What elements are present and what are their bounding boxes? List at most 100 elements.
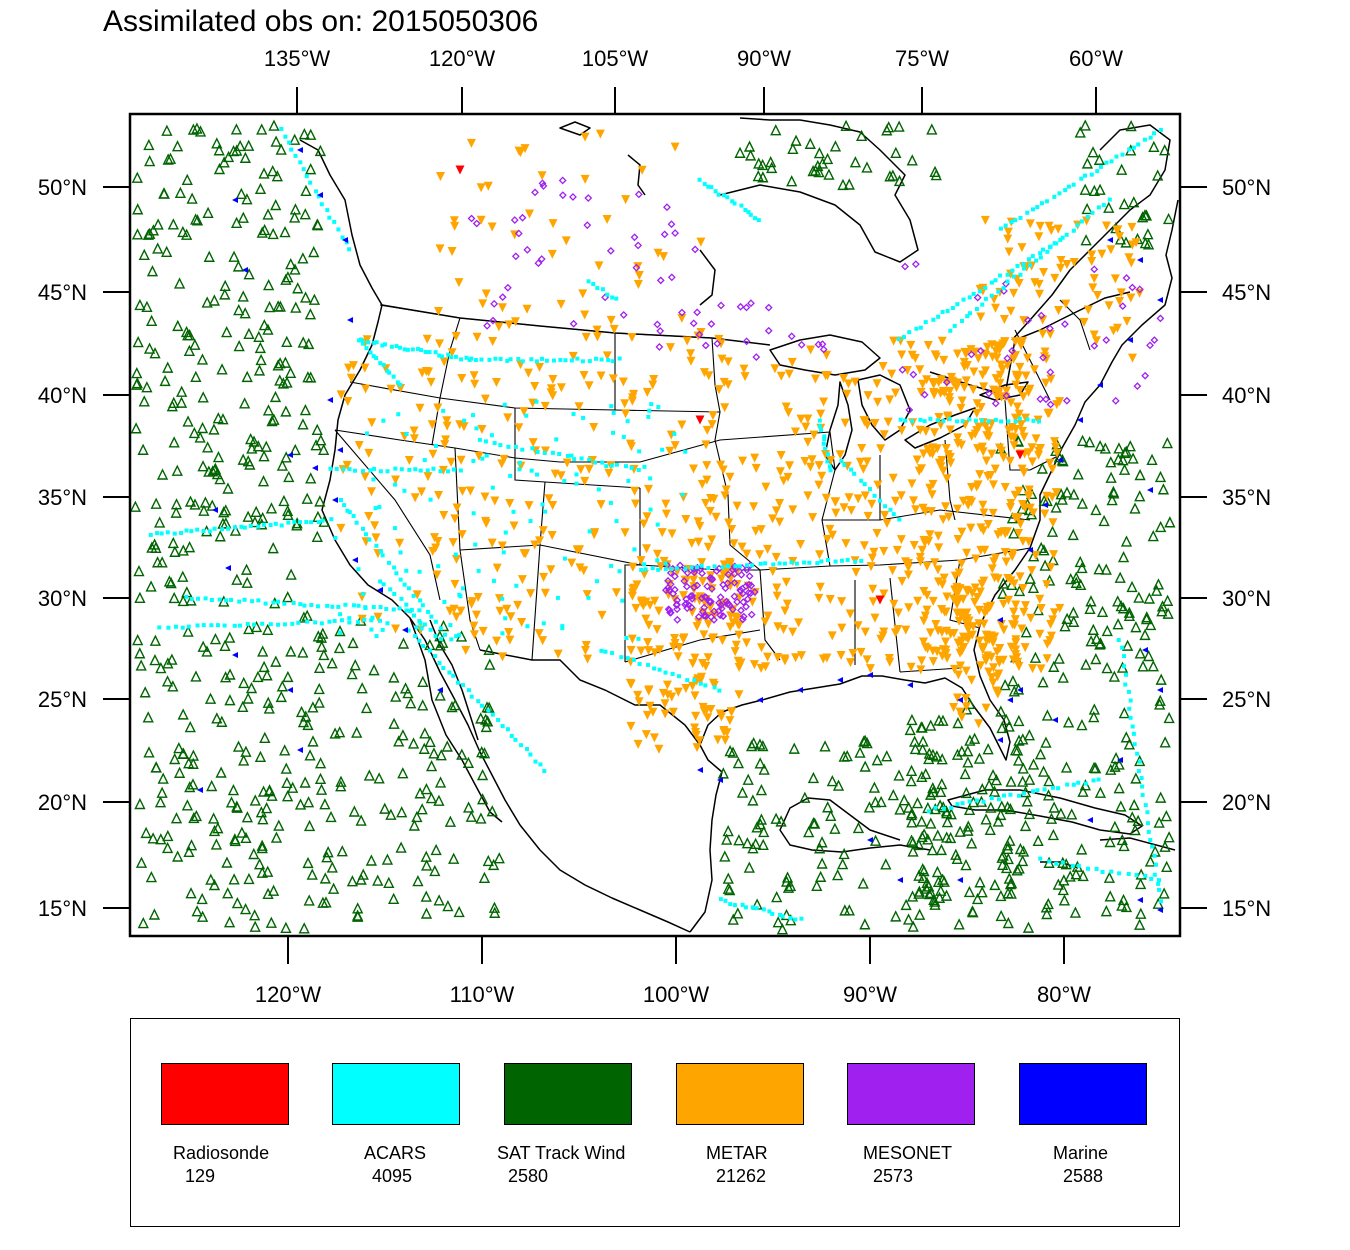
acars-marker [498, 356, 503, 361]
sat-track-wind-marker [784, 879, 797, 892]
sat-track-wind-marker [868, 781, 881, 793]
acars-marker [330, 604, 335, 609]
sat-track-wind-marker [1004, 802, 1016, 815]
metar-marker [848, 649, 858, 659]
acars-marker [1126, 871, 1131, 876]
acars-marker [852, 471, 857, 476]
metar-marker [682, 336, 692, 346]
acars-marker [1109, 869, 1114, 874]
marine-marker [997, 617, 1003, 623]
metar-marker [423, 472, 433, 482]
acars-marker [595, 286, 600, 291]
metar-marker [990, 464, 1000, 474]
metar-marker [1127, 222, 1137, 232]
metar-marker [855, 457, 865, 467]
sat-track-wind-marker [960, 703, 973, 715]
metar-marker [478, 299, 488, 309]
sat-track-wind-marker [483, 643, 495, 655]
marine-marker [1157, 297, 1163, 303]
acars-marker [428, 497, 433, 502]
acars-marker [728, 902, 733, 907]
bottom-lon-label: 80°W [1037, 982, 1091, 1007]
mesonet-marker [738, 589, 747, 598]
metar-marker [535, 362, 545, 372]
sat-track-wind-marker [476, 793, 489, 805]
metar-marker [391, 475, 401, 485]
sat-track-wind-marker [320, 896, 332, 908]
sat-track-wind-marker [285, 257, 297, 270]
metar-marker [963, 500, 973, 510]
sat-track-wind-marker [270, 135, 282, 147]
sat-track-wind-marker [297, 646, 309, 658]
acars-marker [381, 582, 386, 587]
metar-marker [867, 553, 877, 563]
metar-marker [348, 361, 358, 371]
metar-marker [909, 540, 919, 550]
sat-track-wind-marker [785, 914, 797, 926]
acars-marker [315, 604, 320, 609]
metar-marker [1061, 299, 1071, 309]
mesonet-marker [558, 191, 567, 200]
mesonet-marker [942, 378, 951, 387]
sat-track-wind-marker [351, 726, 363, 738]
metar-marker [644, 646, 654, 656]
acars-marker [351, 603, 356, 608]
acars-marker [508, 357, 513, 362]
metar-marker [916, 464, 926, 474]
sat-track-wind-marker [1132, 814, 1144, 827]
sat-track-wind-marker [430, 843, 442, 856]
metar-marker [440, 440, 450, 450]
acars-marker [422, 458, 427, 463]
metar-marker [659, 556, 669, 566]
sat-track-wind-marker [1068, 488, 1080, 500]
sat-track-wind-marker [956, 745, 968, 757]
sat-track-wind-marker [722, 872, 734, 884]
acars-marker [1054, 241, 1059, 246]
radiosonde-marker [455, 165, 465, 175]
metar-marker [968, 385, 978, 395]
acars-marker [732, 903, 737, 908]
sat-track-wind-marker [258, 223, 271, 236]
sat-track-wind-marker [243, 872, 255, 885]
marine-marker [1027, 547, 1033, 553]
legend-item-sat-track-wind: SAT Track Wind 2580 [497, 1063, 634, 1186]
acars-marker [587, 529, 592, 534]
metar-marker [839, 503, 849, 513]
acars-marker [374, 355, 379, 360]
metar-marker [360, 472, 370, 482]
legend-label: MESONET [863, 1143, 953, 1163]
metar-marker [938, 515, 948, 525]
sat-track-wind-marker [1121, 639, 1134, 651]
sat-track-wind-marker [232, 260, 245, 272]
sat-track-wind-marker [1117, 454, 1129, 466]
sat-track-wind-marker [935, 884, 947, 896]
metar-marker [434, 306, 444, 316]
metar-marker [992, 353, 1002, 363]
acars-marker [923, 320, 928, 325]
acars-marker [333, 535, 338, 540]
sat-track-wind-marker [173, 277, 186, 289]
metar-marker [1101, 221, 1111, 231]
metar-marker [967, 630, 977, 640]
acars-marker [660, 447, 665, 452]
metar-marker [492, 636, 502, 646]
acars-marker [1153, 862, 1158, 867]
sat-track-wind-marker [1057, 671, 1069, 683]
acars-marker [821, 441, 826, 446]
sat-track-wind-marker [1134, 468, 1146, 481]
acars-marker [778, 912, 783, 917]
sat-track-wind-marker [420, 850, 432, 862]
acars-marker [967, 417, 972, 422]
acars-marker [1042, 787, 1047, 792]
sat-track-wind-marker [308, 245, 320, 258]
acars-marker [1134, 873, 1139, 878]
metar-marker [611, 588, 621, 598]
metar-marker [439, 357, 449, 367]
mesonet-marker [744, 588, 753, 597]
metar-marker [662, 680, 672, 690]
sat-track-wind-marker [196, 421, 209, 434]
acars-marker [1028, 263, 1033, 268]
acars-marker [461, 683, 466, 688]
metar-marker [946, 372, 956, 382]
acars-marker [489, 433, 494, 438]
